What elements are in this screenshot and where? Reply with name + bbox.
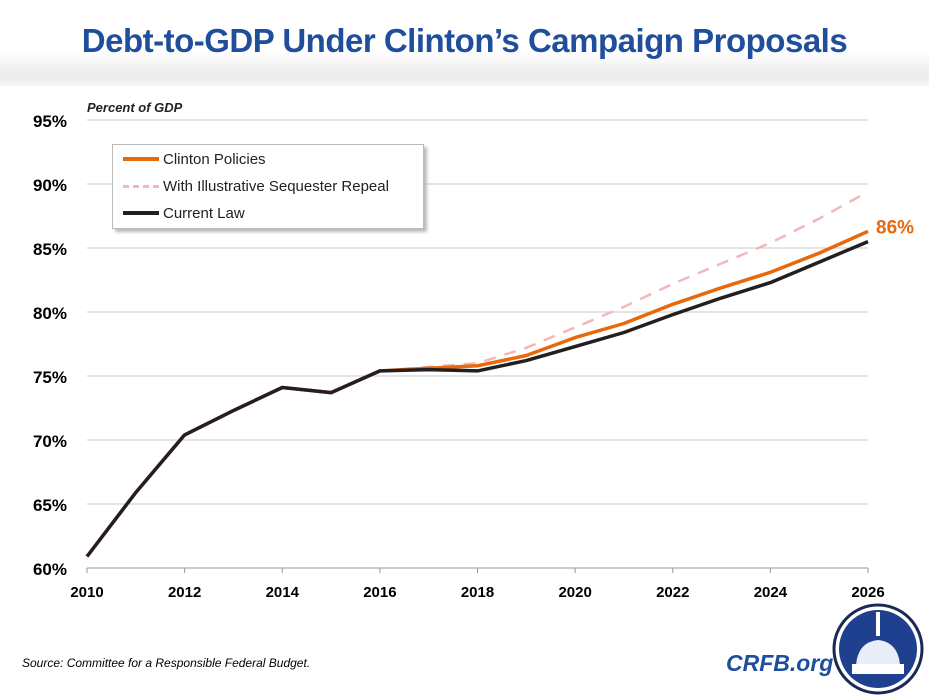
- y-tick-label: 90%: [33, 176, 67, 195]
- x-tick-label: 2014: [266, 584, 300, 601]
- header-band: [0, 50, 929, 86]
- y-axis-label: Percent of GDP: [87, 100, 183, 115]
- x-tick-label: 2020: [558, 584, 591, 601]
- legend-item-current-law: Current Law: [123, 203, 245, 223]
- y-tick-label: 80%: [33, 304, 67, 323]
- chart-title: Debt-to-GDP Under Clinton’s Campaign Pro…: [81, 22, 848, 59]
- x-tick-label: 2022: [656, 584, 689, 601]
- legend-swatch: [123, 211, 159, 215]
- series-line-clinton-policies: [85, 229, 869, 558]
- series-line-current-law: [85, 239, 869, 558]
- y-tick-label: 75%: [33, 368, 67, 387]
- end-value-label: 86%: [876, 217, 914, 238]
- y-tick-label: 85%: [33, 240, 67, 259]
- y-tick-label: 70%: [33, 432, 67, 451]
- x-tick-label: 2012: [168, 584, 201, 601]
- legend-label: Clinton Policies: [163, 150, 266, 168]
- y-tick-label: 95%: [33, 112, 67, 131]
- legend-swatch: [123, 184, 159, 188]
- legend-swatch: [123, 157, 159, 161]
- brand-link[interactable]: CRFB.org: [726, 650, 834, 676]
- x-tick-label: 2018: [461, 584, 494, 601]
- series-line-with-illustrative-sequester-repeal: [379, 190, 869, 373]
- y-tick-label: 65%: [33, 496, 67, 515]
- source-note: Source: Committee for a Responsible Fede…: [22, 656, 311, 670]
- legend-label: Current Law: [163, 204, 245, 222]
- legend-item-sequester: With Illustrative Sequester Repeal: [123, 176, 389, 196]
- x-tick-label: 2026: [851, 584, 884, 601]
- x-tick-label: 2016: [363, 584, 396, 601]
- legend-label: With Illustrative Sequester Repeal: [163, 177, 389, 195]
- legend-item-clinton: Clinton Policies: [123, 149, 266, 169]
- y-tick-label: 60%: [33, 560, 67, 579]
- x-tick-label: 2010: [70, 584, 103, 601]
- legend: Clinton Policies With Illustrative Seque…: [112, 144, 424, 229]
- x-tick-label: 2024: [754, 584, 788, 601]
